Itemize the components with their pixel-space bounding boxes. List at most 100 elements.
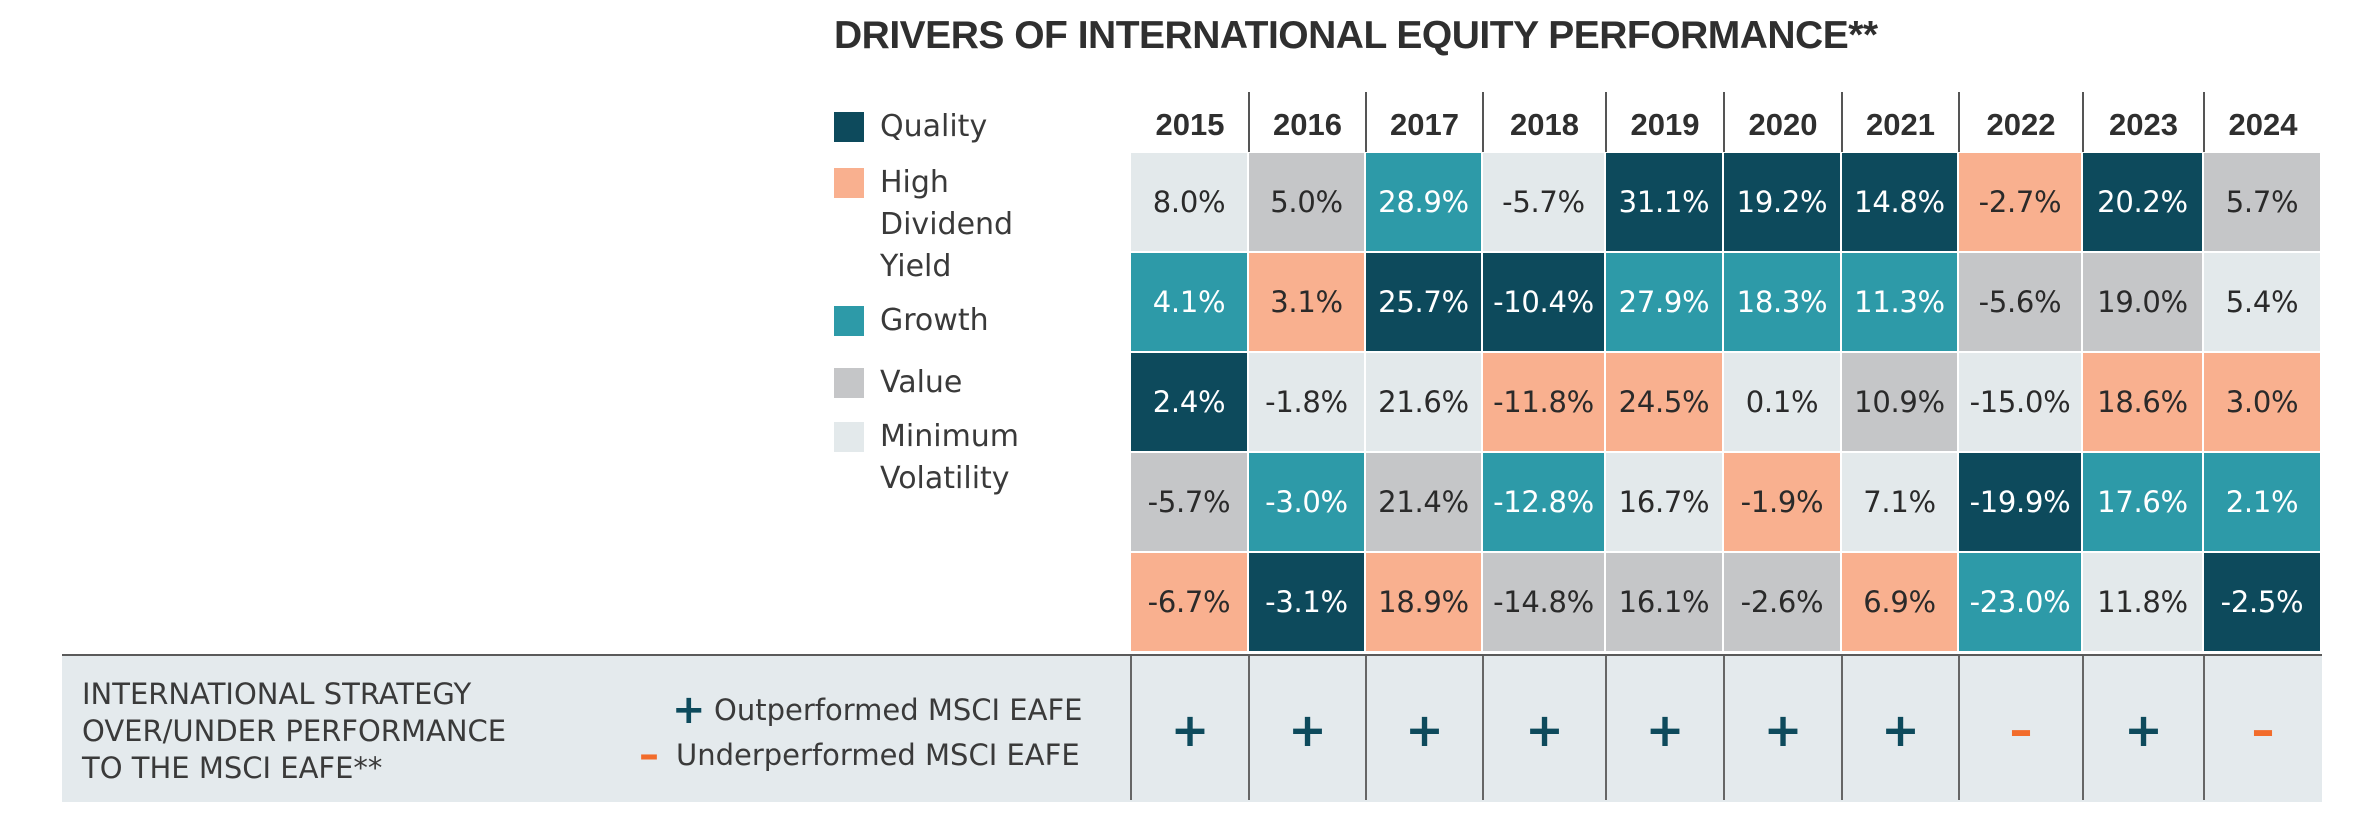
grid-cell: 18.3% [1724, 253, 1842, 353]
year-header-2024: 2024 [2228, 107, 2298, 142]
year-header-2017: 2017 [1390, 107, 1459, 142]
plus-icon: + [672, 687, 706, 733]
grid-cell: -12.8% [1483, 453, 1606, 553]
grid-cell: 3.1% [1249, 253, 1366, 353]
grid-cell: 5.0% [1249, 153, 1366, 253]
key-underperformed: – Underperformed MSCI EAFE [634, 732, 1080, 778]
performance-separator [1958, 656, 1960, 800]
plus-icon: + [2124, 703, 2163, 757]
grid-cell: 18.6% [2083, 353, 2204, 453]
legend-label-value: Value [880, 365, 963, 400]
year-header-2016: 2016 [1273, 107, 1342, 142]
grid-cell: -3.1% [1249, 553, 1366, 653]
strategy-label-line: INTERNATIONAL STRATEGY [82, 677, 472, 711]
plus-icon: + [1881, 703, 1920, 757]
legend-label-quality: Quality [880, 109, 988, 144]
plus-icon: + [1763, 703, 1803, 757]
plus-icon: + [1288, 703, 1327, 757]
grid-cell: 11.8% [2083, 553, 2204, 653]
chart-title: DRIVERS OF INTERNATIONAL EQUITY PERFORMA… [834, 14, 1878, 57]
grid-cell: 16.7% [1606, 453, 1724, 553]
year-header-2015: 2015 [1155, 107, 1225, 142]
year-separator [2082, 92, 2084, 152]
grid-cell: 7.1% [1842, 453, 1959, 553]
grid-cell: -23.0% [1959, 553, 2083, 653]
grid-cell: 24.5% [1606, 353, 1724, 453]
year-header-2021: 2021 [1866, 107, 1935, 142]
grid-cell: 25.7% [1366, 253, 1483, 353]
grid-cell: 4.1% [1131, 253, 1249, 353]
grid-cell: -5.7% [1483, 153, 1606, 253]
grid-cell: 27.9% [1606, 253, 1724, 353]
performance-separator [2203, 656, 2205, 800]
year-separator [1958, 92, 1960, 152]
grid-cell: 10.9% [1842, 353, 1959, 453]
performance-separator [1723, 656, 1725, 800]
grid-cell: -10.4% [1483, 253, 1606, 353]
grid-cell: -2.7% [1959, 153, 2083, 253]
plus-icon: + [1170, 703, 1210, 757]
minus-icon: – [639, 732, 659, 778]
legend-swatch-minimum-volatility [834, 422, 864, 452]
key-outperformed-label: Outperformed MSCI EAFE [714, 693, 1083, 727]
legend-swatch-quality [834, 112, 864, 142]
legend-swatch-growth [834, 306, 864, 336]
year-header-2020: 2020 [1748, 107, 1818, 142]
grid-cell: 31.1% [1606, 153, 1724, 253]
legend-label-minimum-volatility: Minimum Volatility [880, 419, 1020, 496]
plus-icon: + [1525, 703, 1564, 757]
key-outperformed: + Outperformed MSCI EAFE [672, 687, 1083, 733]
strategy-performance-label: INTERNATIONAL STRATEGY OVER/UNDER PERFOR… [82, 676, 642, 787]
grid-cell: -2.5% [2204, 553, 2322, 653]
strategy-label-line: OVER/UNDER PERFORMANCE [82, 714, 507, 748]
grid-cell: 5.4% [2204, 253, 2322, 353]
grid-cell: 19.0% [2083, 253, 2204, 353]
legend-label-high-dividend-yield: High Dividend Yield [880, 165, 1014, 284]
minus-icon: – [2009, 703, 2033, 757]
grid-cell: 5.7% [2204, 153, 2322, 253]
grid-cell: 16.1% [1606, 553, 1724, 653]
legend-swatch-value [834, 368, 864, 398]
grid-cell: 17.6% [2083, 453, 2204, 553]
legend-swatch-high-dividend-yield [834, 168, 864, 198]
grid-cell: 21.6% [1366, 353, 1483, 453]
key-underperformed-label: Underperformed MSCI EAFE [676, 738, 1080, 772]
legend-label-growth: Growth [880, 303, 989, 338]
year-separator [1841, 92, 1843, 152]
grid-cell: -15.0% [1959, 353, 2083, 453]
grid-cell: -3.0% [1249, 453, 1366, 553]
grid-cell: -1.8% [1249, 353, 1366, 453]
grid-cell: 3.0% [2204, 353, 2322, 453]
grid-cell: 28.9% [1366, 153, 1483, 253]
year-header-2022: 2022 [1986, 107, 2056, 142]
year-separator [2203, 92, 2205, 152]
performance-separator [1130, 656, 1132, 800]
strategy-label-line: TO THE MSCI EAFE** [82, 751, 383, 785]
grid-cell: 2.1% [2204, 453, 2322, 553]
performance-separator [1365, 656, 1367, 800]
grid-cell: -1.9% [1724, 453, 1842, 553]
plus-icon: + [1645, 703, 1685, 757]
grid-cell: -11.8% [1483, 353, 1606, 453]
grid-cell: 20.2% [2083, 153, 2204, 253]
performance-separator [1841, 656, 1843, 800]
year-separator [1482, 92, 1484, 152]
performance-separator [1605, 656, 1607, 800]
year-header-2018: 2018 [1510, 107, 1579, 142]
performance-separator [1482, 656, 1484, 800]
grid-cell: 6.9% [1842, 553, 1959, 653]
year-header-2019: 2019 [1630, 107, 1700, 142]
performance-band [62, 654, 2322, 802]
grid-cell: 18.9% [1366, 553, 1483, 653]
grid-cell: -5.6% [1959, 253, 2083, 353]
year-separator [1723, 92, 1725, 152]
grid-cell: -14.8% [1483, 553, 1606, 653]
grid-cell: -5.7% [1131, 453, 1249, 553]
year-header-2023: 2023 [2109, 107, 2178, 142]
grid-cell: 19.2% [1724, 153, 1842, 253]
grid-cell: -6.7% [1131, 553, 1249, 653]
grid-cell: 8.0% [1131, 153, 1249, 253]
performance-separator [1248, 656, 1250, 800]
grid-cell: 2.4% [1131, 353, 1249, 453]
